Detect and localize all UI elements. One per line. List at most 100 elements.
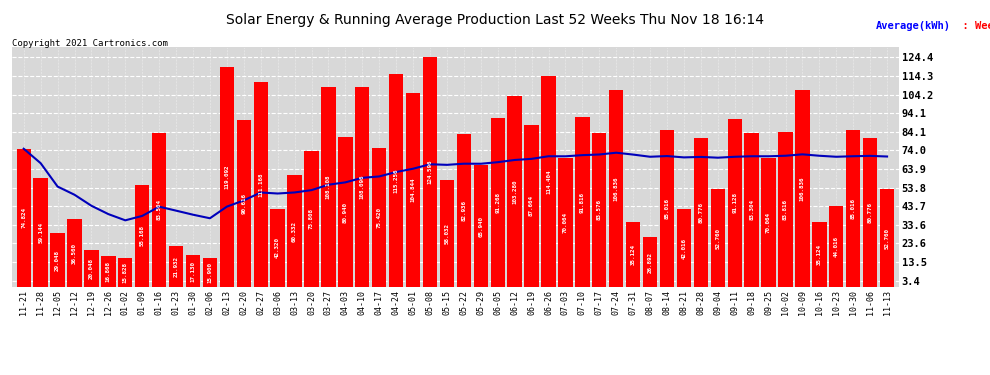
Text: 85.016: 85.016 [664,198,669,219]
Bar [101,256,116,287]
Bar [711,189,725,287]
Text: 35.124: 35.124 [631,244,636,265]
Text: 55.168: 55.168 [140,225,145,246]
Text: 20.048: 20.048 [89,258,94,279]
Text: 115.256: 115.256 [394,168,399,193]
Text: Copyright 2021 Cartronics.com: Copyright 2021 Cartronics.com [12,39,167,48]
Bar [659,130,674,287]
Bar [355,87,369,287]
Bar [592,133,607,287]
Text: 52.760: 52.760 [716,228,721,249]
Text: 108.108: 108.108 [326,175,331,200]
Text: 83.576: 83.576 [597,199,602,220]
Bar [456,134,471,287]
Text: 15.900: 15.900 [208,262,213,283]
Text: 29.048: 29.048 [55,249,60,270]
Text: 106.836: 106.836 [614,176,619,201]
Bar [151,133,166,287]
Text: 83.304: 83.304 [749,200,754,220]
Text: 70.064: 70.064 [563,212,568,233]
Text: 80.776: 80.776 [867,202,872,223]
Bar [744,133,759,287]
Text: 85.016: 85.016 [850,198,855,219]
Text: 16.868: 16.868 [106,261,111,282]
Text: 119.092: 119.092 [225,165,230,189]
Bar [372,148,386,287]
Bar [542,76,555,287]
Text: 91.128: 91.128 [733,192,738,213]
Text: 90.616: 90.616 [242,193,247,214]
Bar [440,180,454,287]
Text: 114.404: 114.404 [546,169,551,194]
Bar [237,120,251,287]
Bar [253,82,268,287]
Text: 73.808: 73.808 [309,208,314,229]
Bar [677,209,691,287]
Text: 87.664: 87.664 [529,195,534,216]
Bar [321,87,336,287]
Bar [304,151,319,287]
Text: 36.560: 36.560 [72,243,77,264]
Bar [135,185,149,287]
Text: 104.844: 104.844 [411,178,416,203]
Bar [389,74,403,287]
Bar [643,237,657,287]
Bar [728,118,742,287]
Text: 75.420: 75.420 [377,207,382,228]
Bar [812,222,827,287]
Text: 17.130: 17.130 [190,261,195,282]
Bar [406,93,421,287]
Text: 70.064: 70.064 [766,212,771,233]
Bar [626,222,641,287]
Text: 91.816: 91.816 [580,192,585,213]
Bar [220,67,234,287]
Text: 83.816: 83.816 [783,199,788,220]
Text: 80.776: 80.776 [698,202,703,223]
Bar [169,246,183,287]
Bar [473,165,488,287]
Bar [34,178,48,287]
Text: 106.836: 106.836 [800,176,805,201]
Text: 59.144: 59.144 [39,222,44,243]
Text: 15.828: 15.828 [123,262,128,283]
Bar [270,209,285,287]
Text: 60.332: 60.332 [292,220,297,242]
Text: 58.032: 58.032 [445,223,449,244]
Bar [863,138,877,287]
Text: Solar Energy & Running Average Production Last 52 Weeks Thu Nov 18 16:14: Solar Energy & Running Average Productio… [226,13,764,27]
Bar [118,258,133,287]
Bar [339,138,352,287]
Text: 44.016: 44.016 [834,236,839,257]
Bar [203,258,217,287]
Bar [609,90,624,287]
Text: : Weekly(kWh): : Weekly(kWh) [950,21,990,31]
Bar [829,206,843,287]
Bar [558,158,572,287]
Text: 52.760: 52.760 [885,228,890,249]
Text: 80.940: 80.940 [343,202,347,223]
Text: 26.892: 26.892 [647,252,652,273]
Text: 103.280: 103.280 [512,179,517,204]
Bar [287,176,302,287]
Bar [490,118,505,287]
Text: 65.940: 65.940 [478,216,483,237]
Text: 35.124: 35.124 [817,244,822,265]
Bar [795,90,810,287]
Bar [761,158,776,287]
Text: 42.016: 42.016 [681,238,686,259]
Bar [186,255,200,287]
Bar [17,149,31,287]
Bar [67,219,82,287]
Text: 21.932: 21.932 [173,256,178,277]
Bar [508,96,522,287]
Text: Average(kWh): Average(kWh) [875,21,950,31]
Bar [423,57,438,287]
Bar [525,125,539,287]
Bar [880,189,894,287]
Bar [846,130,860,287]
Bar [778,132,793,287]
Text: 82.936: 82.936 [461,200,466,221]
Text: 91.268: 91.268 [495,192,500,213]
Text: 108.096: 108.096 [359,175,364,200]
Bar [694,138,708,287]
